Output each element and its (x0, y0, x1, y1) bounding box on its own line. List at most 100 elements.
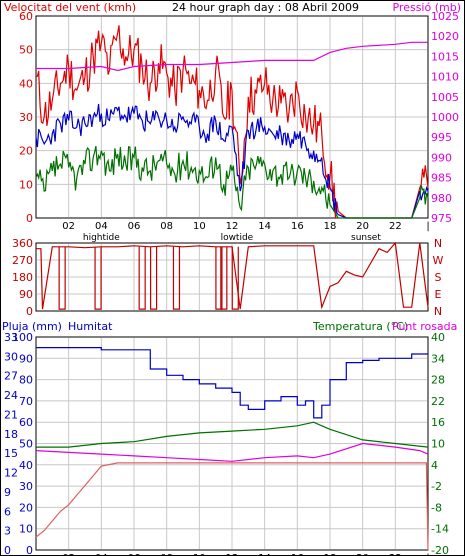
x-tick-label: 12 (226, 221, 239, 232)
wind-series-line-red (35, 25, 429, 219)
x-tick-label: 16 (291, 553, 304, 556)
humidity-tick-label: 30 (19, 480, 33, 493)
humidity-tick-label: 40 (19, 459, 33, 472)
wind-speed-tick-label: 0 (26, 212, 33, 225)
wind-direction-dip (138, 246, 146, 310)
wind-direction-dip (172, 246, 181, 310)
x-tick-label: 08 (160, 553, 173, 556)
wind-series-line-blue (35, 103, 429, 219)
pressure-axis-title: Pressió (mb) (392, 1, 461, 14)
rain-tick-label: 0 (4, 544, 11, 556)
direction-tick-label: 360 (12, 237, 33, 250)
x-tick-label: 22 (389, 553, 402, 556)
humidity-tick-label: 0 (26, 544, 33, 556)
direction-tick-label: 180 (12, 271, 33, 284)
x-tick-label: 04 (95, 553, 108, 556)
x-tick-label: 10 (193, 221, 206, 232)
wind-speed-tick-label: 20 (19, 145, 33, 158)
humidity-tick-label: 90 (19, 352, 33, 365)
temperature-tick-label: 16 (431, 416, 445, 429)
humidity-tick-label: 20 (19, 501, 33, 514)
direction-tick-label: 90 (19, 288, 33, 301)
graph-title: 24 hour graph day : 08 Abril 2009 (172, 1, 359, 14)
humidity-tick-label: 80 (19, 374, 33, 387)
series-line-pluja (35, 462, 429, 551)
pressure-tick-label: 985 (431, 172, 452, 185)
x-tick-label: | (426, 221, 429, 232)
wind-speed-tick-label: 10 (19, 178, 33, 191)
x-tick-label: 20 (356, 221, 369, 232)
rain-tick-label: 27 (4, 370, 18, 383)
series-lines (35, 25, 429, 551)
rain-tick-label: 18 (4, 428, 18, 441)
x-tick-label: 14 (258, 221, 271, 232)
x-tick-label: 22 (389, 221, 402, 232)
x-tick-label: 16 (291, 221, 304, 232)
x-tick-label: 12 (226, 553, 239, 556)
wind-direction-dip (220, 246, 228, 310)
wind-speed-tick-label: 30 (19, 111, 33, 124)
wind-direction-dip (231, 246, 239, 310)
humidity-tick-label: 60 (19, 416, 33, 429)
temperature-tick-label: 40 (431, 331, 445, 344)
rain-tick-label: 15 (4, 447, 18, 460)
x-tick-label: 08 (160, 221, 173, 232)
pressure-tick-label: 995 (431, 131, 452, 144)
rain-tick-label: 24 (4, 389, 18, 402)
series-line-punt-rosada (35, 442, 429, 462)
temperature-tick-label: 4 (431, 459, 438, 472)
dew-point-axis-title: Punt rosada (392, 320, 457, 333)
temperature-tick-label: 28 (431, 374, 445, 387)
direction-tick-label: 270 (12, 254, 33, 267)
series-line-temperatura (36, 421, 429, 448)
x-tick-label: 14 (258, 553, 271, 556)
temperature-axis-title: Temperatura (°C) (312, 320, 408, 333)
x-tick-label: 02 (62, 221, 75, 232)
humidity-tick-label: 70 (19, 395, 33, 408)
temperature-tick-label: -8 (431, 501, 442, 514)
temperature-tick-label: -2 (431, 480, 442, 493)
compass-tick-label: S (435, 271, 442, 284)
rain-tick-label: 21 (4, 408, 18, 421)
rain-tick-label: 30 (4, 350, 18, 363)
x-tick-label: 20 (356, 553, 369, 556)
temperature-tick-label: 10 (431, 438, 445, 451)
wind-speed-tick-label: 40 (19, 77, 33, 90)
compass-tick-label: E (435, 288, 442, 301)
compass-tick-label: N (434, 237, 442, 250)
x-tick-label: 06 (128, 553, 141, 556)
rain-tick-label: 33 (4, 331, 18, 344)
pressure-tick-label: 1000 (431, 111, 459, 124)
wind-speed-axis-title: Velocitat del vent (kmh) (4, 1, 136, 14)
temperature-tick-label: -14 (431, 523, 449, 536)
pressure-tick-label: 1020 (431, 30, 459, 43)
humidity-tick-label: 100 (12, 331, 33, 344)
rain-axis-title: Pluja (mm) (2, 320, 62, 333)
pressure-tick-label: 990 (431, 151, 452, 164)
humidity-tick-label: 10 (19, 523, 33, 536)
wind-series-line-magenta (36, 41, 428, 72)
tide-label: hightide (83, 233, 120, 243)
wind-direction-dip (58, 246, 66, 310)
x-tick-label: 02 (62, 553, 75, 556)
tide-label: lowtide (221, 233, 254, 243)
rain-tick-label: 9 (4, 486, 11, 499)
pressure-tick-label: 975 (431, 212, 452, 225)
temperature-tick-label: 22 (431, 395, 445, 408)
direction-tick-label: 0 (26, 305, 33, 318)
x-tick-label: 06 (128, 221, 141, 232)
x-tick-label: | (426, 553, 429, 556)
temperature-tick-label: -20 (431, 544, 449, 556)
x-tick-label: 10 (193, 553, 206, 556)
wind-direction-dip (94, 246, 102, 310)
rain-tick-label: 6 (4, 505, 11, 518)
wind-speed-tick-label: 60 (19, 10, 33, 23)
wind-direction-line (36, 241, 429, 310)
pressure-tick-label: 1005 (431, 91, 459, 104)
axis-labels: 0204060810121416182022|02040608101214161… (4, 10, 459, 556)
compass-tick-label: W (433, 254, 444, 267)
x-tick-label: 18 (324, 553, 337, 556)
temperature-tick-label: 34 (431, 352, 445, 365)
